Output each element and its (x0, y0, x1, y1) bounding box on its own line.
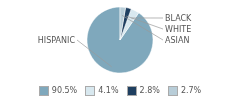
html-text:2.8%: 2.8% (139, 86, 160, 95)
html-text:90.5%: 90.5% (51, 86, 78, 95)
svg-text:ASIAN: ASIAN (165, 36, 189, 45)
html-text:4.1%: 4.1% (98, 86, 119, 95)
svg-text:HISPANIC: HISPANIC (38, 36, 76, 45)
svg-text:BLACK: BLACK (165, 14, 192, 23)
svg-text:WHITE: WHITE (165, 25, 191, 34)
html-text:2.7%: 2.7% (180, 86, 202, 95)
